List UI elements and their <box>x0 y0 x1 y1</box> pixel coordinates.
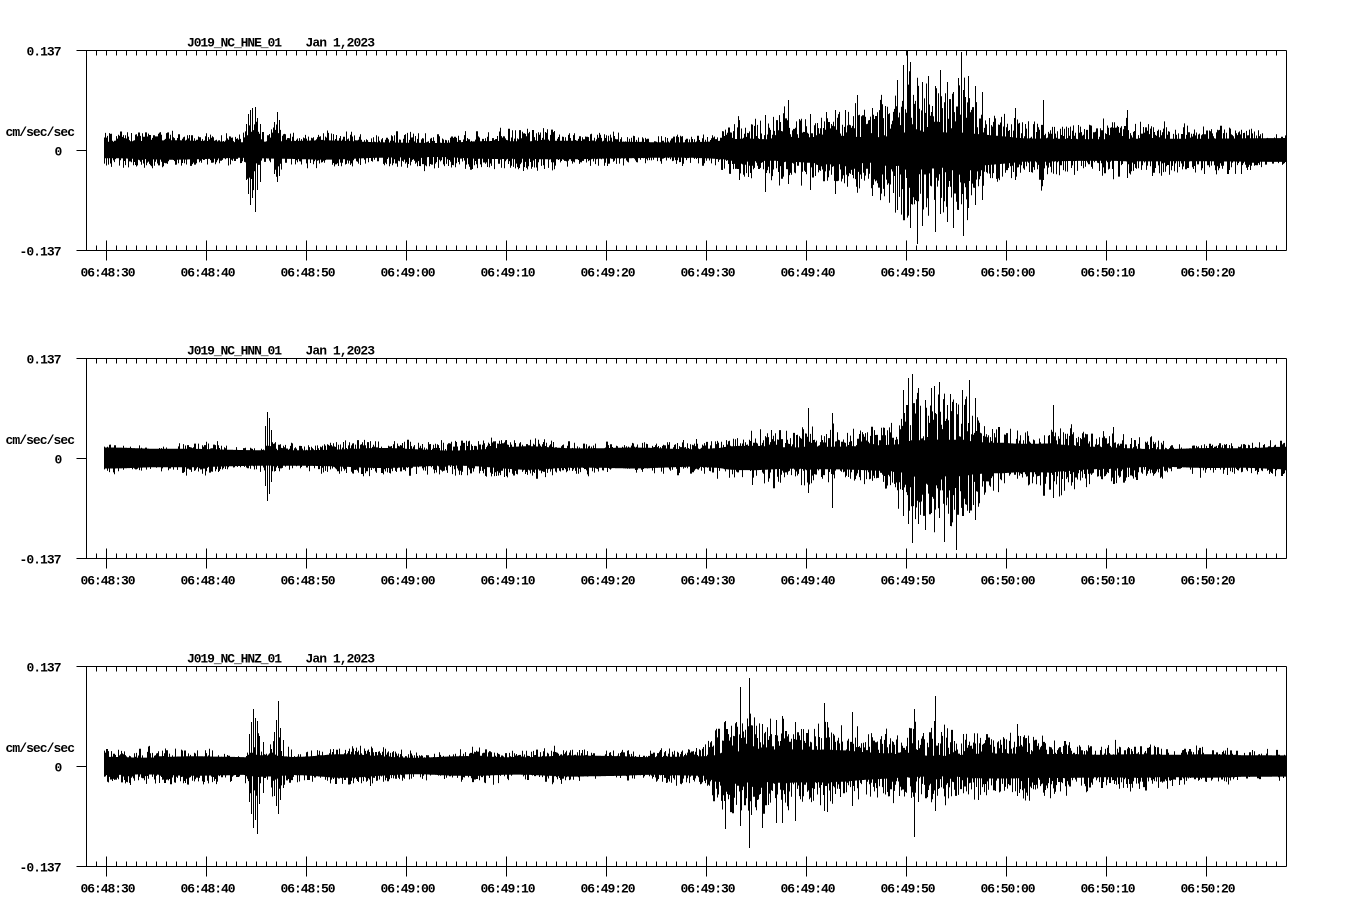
svg-text:06:50:10: 06:50:10 <box>1081 882 1136 897</box>
svg-text:06:48:30: 06:48:30 <box>81 574 136 589</box>
svg-text:cm/sec/sec: cm/sec/sec <box>6 125 76 140</box>
svg-text:06:49:20: 06:49:20 <box>581 266 636 281</box>
svg-text:06:48:40: 06:48:40 <box>181 574 236 589</box>
svg-text:06:48:40: 06:48:40 <box>181 266 236 281</box>
svg-text:-0.137: -0.137 <box>20 245 62 260</box>
svg-text:06:49:50: 06:49:50 <box>881 882 936 897</box>
svg-text:06:48:40: 06:48:40 <box>181 882 236 897</box>
svg-text:06:50:20: 06:50:20 <box>1181 882 1236 897</box>
svg-text:06:49:50: 06:49:50 <box>881 574 936 589</box>
svg-text:06:49:00: 06:49:00 <box>381 882 436 897</box>
svg-text:06:50:00: 06:50:00 <box>981 882 1036 897</box>
svg-text:06:49:40: 06:49:40 <box>781 574 836 589</box>
svg-text:06:49:20: 06:49:20 <box>581 882 636 897</box>
svg-text:06:48:50: 06:48:50 <box>281 882 336 897</box>
svg-text:cm/sec/sec: cm/sec/sec <box>6 433 76 448</box>
svg-text:Jan 1,2023: Jan 1,2023 <box>306 343 376 358</box>
svg-text:06:50:10: 06:50:10 <box>1081 574 1136 589</box>
svg-text:06:49:40: 06:49:40 <box>781 882 836 897</box>
svg-text:06:48:30: 06:48:30 <box>81 882 136 897</box>
svg-text:06:49:20: 06:49:20 <box>581 574 636 589</box>
svg-text:06:49:30: 06:49:30 <box>681 574 736 589</box>
svg-text:06:50:20: 06:50:20 <box>1181 574 1236 589</box>
svg-text:0: 0 <box>55 761 63 776</box>
svg-text:0: 0 <box>55 453 63 468</box>
svg-text:J019_NC_HNZ_01: J019_NC_HNZ_01 <box>187 651 282 666</box>
svg-text:06:49:50: 06:49:50 <box>881 266 936 281</box>
svg-text:06:50:00: 06:50:00 <box>981 266 1036 281</box>
svg-text:06:49:30: 06:49:30 <box>681 266 736 281</box>
svg-text:06:49:10: 06:49:10 <box>481 266 536 281</box>
svg-text:06:50:10: 06:50:10 <box>1081 266 1136 281</box>
svg-text:06:48:50: 06:48:50 <box>281 574 336 589</box>
svg-text:06:49:40: 06:49:40 <box>781 266 836 281</box>
svg-text:-0.137: -0.137 <box>20 553 62 568</box>
svg-text:J019_NC_HNE_01: J019_NC_HNE_01 <box>187 35 282 50</box>
svg-text:0.137: 0.137 <box>27 353 62 368</box>
svg-text:-0.137: -0.137 <box>20 861 62 876</box>
svg-text:06:49:00: 06:49:00 <box>381 574 436 589</box>
svg-text:06:50:20: 06:50:20 <box>1181 266 1236 281</box>
svg-text:06:50:00: 06:50:00 <box>981 574 1036 589</box>
svg-text:0.137: 0.137 <box>27 45 62 60</box>
svg-text:Jan 1,2023: Jan 1,2023 <box>306 35 376 50</box>
svg-text:Jan 1,2023: Jan 1,2023 <box>306 651 376 666</box>
svg-text:06:49:30: 06:49:30 <box>681 882 736 897</box>
svg-text:06:48:30: 06:48:30 <box>81 266 136 281</box>
svg-text:0.137: 0.137 <box>27 661 62 676</box>
svg-text:J019_NC_HNN_01: J019_NC_HNN_01 <box>187 343 282 358</box>
svg-text:06:49:10: 06:49:10 <box>481 574 536 589</box>
svg-text:06:49:10: 06:49:10 <box>481 882 536 897</box>
svg-text:0: 0 <box>55 145 63 160</box>
svg-text:cm/sec/sec: cm/sec/sec <box>6 741 76 756</box>
svg-text:06:49:00: 06:49:00 <box>381 266 436 281</box>
svg-text:06:48:50: 06:48:50 <box>281 266 336 281</box>
